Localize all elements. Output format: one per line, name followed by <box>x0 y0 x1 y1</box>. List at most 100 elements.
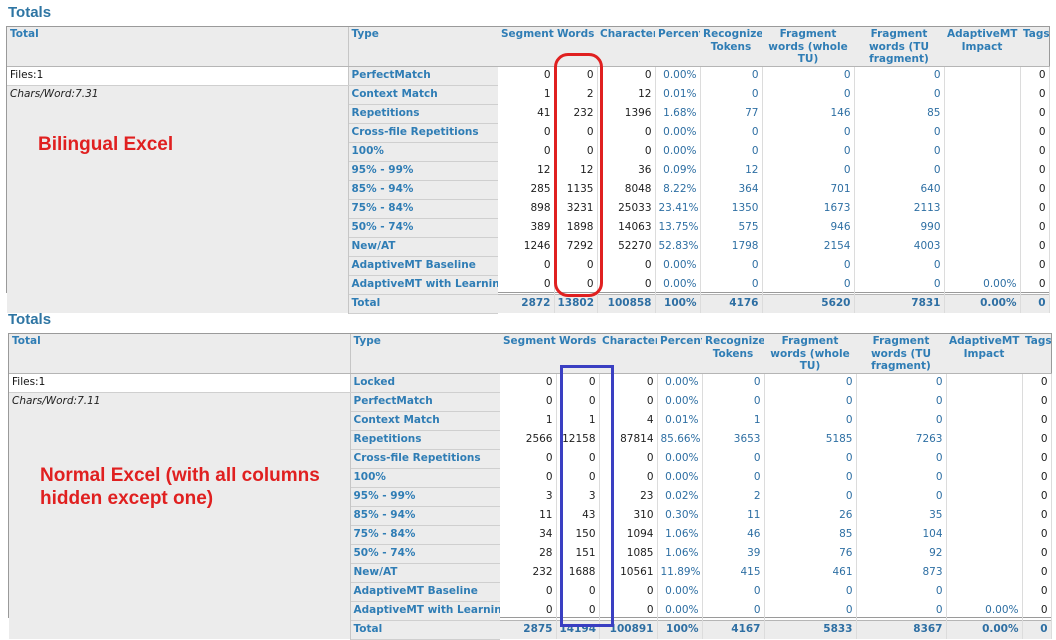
chars-per-word-cell: Chars/Word:7.11 <box>9 392 351 639</box>
table-row: New/AT 232 1688 10561 11.89% 415 461 873 0 <box>9 563 1052 583</box>
cell-segments: 0 <box>500 373 557 392</box>
cell-impact <box>944 161 1021 180</box>
header-type: Type <box>350 334 500 374</box>
cell-frag-whole: 0 <box>764 449 857 468</box>
cell-impact <box>946 449 1023 468</box>
files-label: Files:1 <box>12 375 46 388</box>
header-total: Total <box>7 27 349 67</box>
table-row: Chars/Word:7.11 PerfectMatch 0 0 0 0.00% 0 0 0 0 <box>9 392 1052 639</box>
cell-frag-whole: 1673 <box>762 199 855 218</box>
cell-segments: 0 <box>500 468 557 487</box>
cell-percent: 1.68% <box>655 104 701 123</box>
cell-words: 1135 <box>554 180 598 199</box>
cell-percent: 0.00% <box>655 123 701 142</box>
cell-segments: 34 <box>500 525 557 544</box>
cell-tags: 0 <box>1020 256 1050 275</box>
cell-frag-tu: 4003 <box>854 237 945 256</box>
cell-frag-whole: 0 <box>764 411 857 430</box>
table-row: AdaptiveMT with Learnings 0 0 0 0.00% 0 0 0 0.00… <box>7 275 1050 295</box>
cell-tags: 0 <box>1020 180 1050 199</box>
cell-tags: 0 <box>1022 430 1052 449</box>
total-tags: 0 <box>1020 293 1050 313</box>
cell-tokens: 415 <box>702 563 765 582</box>
header-words: Words <box>556 334 599 374</box>
cell-frag-whole: 2154 <box>762 237 855 256</box>
cell-tokens: 0 <box>702 449 765 468</box>
match-type-label: Locked <box>350 373 500 393</box>
cell-tags: 0 <box>1020 237 1050 256</box>
cell-percent: 0.00% <box>657 449 703 468</box>
total-frag-whole: 5620 <box>762 293 855 313</box>
total-tokens: 4176 <box>700 293 763 313</box>
cell-words: 0 <box>556 582 600 601</box>
total-impact: 0.00% <box>944 293 1021 313</box>
total-percent: 100% <box>657 619 703 639</box>
cell-words: 150 <box>556 525 600 544</box>
match-type-label: 95% - 99% <box>350 487 500 507</box>
cell-tokens: 11 <box>702 506 765 525</box>
cell-words: 0 <box>556 601 600 620</box>
total-segments: 2875 <box>500 619 557 639</box>
table-row: 85% - 94% 285 1135 8048 8.22% 364 701 640 0 <box>7 180 1050 200</box>
cell-frag-tu: 0 <box>854 142 945 161</box>
cell-frag-tu: 0 <box>856 392 947 411</box>
cell-percent: 11.89% <box>657 563 703 582</box>
cell-percent: 0.00% <box>655 142 701 161</box>
cell-impact <box>946 582 1023 601</box>
cell-characters: 0 <box>597 123 656 142</box>
report-table-1: Total Type Segments Words Characters Per… <box>7 27 1050 314</box>
cell-frag-tu: 104 <box>856 525 947 544</box>
cell-frag-tu: 640 <box>854 180 945 199</box>
cell-words: 1898 <box>554 218 598 237</box>
cell-segments: 389 <box>498 218 555 237</box>
cell-words: 0 <box>556 449 600 468</box>
cell-segments: 11 <box>500 506 557 525</box>
cell-segments: 41 <box>498 104 555 123</box>
cell-words: 2 <box>554 85 598 104</box>
cell-percent: 0.02% <box>657 487 703 506</box>
match-type-label: 85% - 94% <box>348 180 498 200</box>
cell-percent: 0.01% <box>655 85 701 104</box>
cell-characters: 52270 <box>597 237 656 256</box>
match-type-label: New/AT <box>350 563 500 583</box>
cell-tokens: 46 <box>702 525 765 544</box>
table-row: 100% 0 0 0 0.00% 0 0 0 0 <box>9 468 1052 488</box>
words-column-highlight-red <box>554 53 603 297</box>
cell-impact <box>944 256 1021 275</box>
cell-words: 0 <box>554 256 598 275</box>
cell-impact <box>944 66 1021 85</box>
cell-frag-tu: 92 <box>856 544 947 563</box>
cell-tags: 0 <box>1020 123 1050 142</box>
table-row: 75% - 84% 898 3231 25033 23.41% 1350 1673 2113 0 <box>7 199 1050 219</box>
cell-frag-tu: 7263 <box>856 430 947 449</box>
cell-impact <box>946 487 1023 506</box>
chars-per-word: Chars/Word:7.31 <box>10 87 99 100</box>
header-characters: Characters <box>597 27 655 67</box>
cell-frag-whole: 461 <box>764 563 857 582</box>
header-fragment-tu-fragment: Fragment words (TU fragment) <box>856 334 946 374</box>
cell-segments: 0 <box>498 123 555 142</box>
cell-words: 12158 <box>556 430 600 449</box>
header-recognized-tokens: Recognized Tokens <box>702 334 764 374</box>
cell-segments: 0 <box>498 256 555 275</box>
cell-impact <box>946 430 1023 449</box>
table-row: 95% - 99% 12 12 36 0.09% 12 0 0 0 <box>7 161 1050 181</box>
cell-impact <box>946 544 1023 563</box>
cell-tokens: 1 <box>702 411 765 430</box>
table-row: Repetitions 2566 12158 87814 85.66% 3653 5185 7… <box>9 430 1052 450</box>
match-type-label: 100% <box>350 468 500 488</box>
cell-percent: 1.06% <box>657 544 703 563</box>
cell-tags: 0 <box>1022 373 1052 392</box>
cell-frag-tu: 0 <box>856 411 947 430</box>
cell-frag-whole: 0 <box>764 487 857 506</box>
cell-tokens: 0 <box>700 123 763 142</box>
cell-segments: 0 <box>498 275 555 294</box>
match-type-label: Repetitions <box>350 430 500 450</box>
match-type-label: 85% - 94% <box>350 506 500 526</box>
cell-tags: 0 <box>1020 199 1050 218</box>
cell-characters: 1396 <box>597 104 656 123</box>
cell-impact <box>944 237 1021 256</box>
header-total: Total <box>9 334 351 374</box>
files-count: Files:1 <box>9 373 351 393</box>
total-tags: 0 <box>1022 619 1052 639</box>
